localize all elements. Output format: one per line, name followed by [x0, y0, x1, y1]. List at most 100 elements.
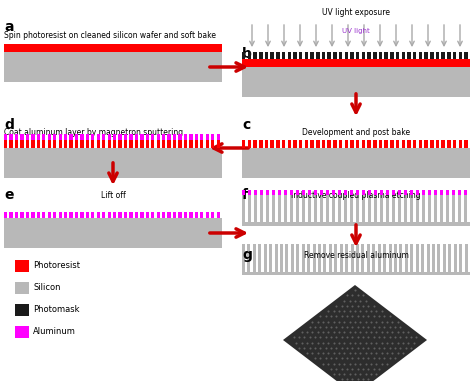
- Bar: [428, 190, 431, 222]
- Bar: [410, 244, 413, 272]
- Bar: [167, 212, 171, 218]
- Bar: [4, 148, 222, 178]
- Bar: [312, 244, 316, 272]
- Bar: [310, 140, 314, 148]
- Bar: [4, 140, 7, 148]
- Bar: [206, 212, 209, 218]
- Bar: [299, 52, 302, 59]
- Bar: [102, 140, 105, 148]
- Bar: [452, 190, 456, 222]
- Bar: [432, 244, 435, 272]
- Bar: [146, 134, 149, 140]
- Bar: [394, 244, 397, 272]
- Bar: [373, 52, 376, 59]
- Bar: [264, 244, 267, 272]
- Bar: [15, 282, 29, 294]
- Bar: [314, 190, 317, 195]
- Bar: [151, 212, 155, 218]
- Bar: [58, 140, 62, 148]
- Text: Development and post bake: Development and post bake: [302, 128, 410, 137]
- Text: UV light: UV light: [342, 28, 370, 34]
- Bar: [146, 212, 149, 218]
- Bar: [384, 140, 388, 148]
- Bar: [4, 218, 222, 248]
- Bar: [465, 140, 468, 148]
- Bar: [97, 212, 100, 218]
- Bar: [333, 52, 337, 59]
- Bar: [356, 190, 359, 195]
- Bar: [15, 212, 18, 218]
- Bar: [464, 190, 467, 195]
- Bar: [323, 244, 327, 272]
- Bar: [441, 140, 445, 148]
- Bar: [367, 244, 370, 272]
- Bar: [322, 52, 325, 59]
- Bar: [47, 140, 51, 148]
- Bar: [453, 140, 456, 148]
- Bar: [217, 134, 220, 140]
- Bar: [424, 140, 428, 148]
- Bar: [189, 140, 192, 148]
- Bar: [446, 190, 449, 222]
- Bar: [146, 140, 149, 148]
- Bar: [118, 134, 122, 140]
- Bar: [356, 140, 359, 148]
- Bar: [316, 52, 319, 59]
- Bar: [36, 140, 40, 148]
- Bar: [124, 134, 127, 140]
- Bar: [242, 140, 246, 148]
- Bar: [293, 140, 297, 148]
- Bar: [167, 140, 171, 148]
- Bar: [184, 134, 187, 140]
- Bar: [372, 244, 375, 272]
- Text: Silicon: Silicon: [33, 283, 61, 293]
- Bar: [338, 190, 341, 195]
- Bar: [47, 134, 51, 140]
- Bar: [284, 190, 287, 195]
- Bar: [91, 134, 94, 140]
- Bar: [178, 212, 182, 218]
- Bar: [4, 44, 222, 52]
- Bar: [184, 212, 187, 218]
- Bar: [278, 190, 281, 222]
- Bar: [291, 244, 294, 272]
- Bar: [413, 52, 417, 59]
- Bar: [339, 140, 342, 148]
- Bar: [334, 244, 337, 272]
- Bar: [135, 212, 138, 218]
- Bar: [242, 190, 246, 222]
- Bar: [407, 140, 410, 148]
- Bar: [296, 190, 299, 195]
- Bar: [178, 140, 182, 148]
- Bar: [265, 52, 268, 59]
- Bar: [167, 134, 171, 140]
- Bar: [320, 190, 323, 222]
- Bar: [274, 244, 278, 272]
- Bar: [4, 212, 7, 218]
- Bar: [379, 140, 382, 148]
- Bar: [26, 134, 29, 140]
- Text: Remove residual aluminum: Remove residual aluminum: [303, 251, 409, 260]
- Bar: [383, 244, 386, 272]
- Bar: [285, 244, 288, 272]
- Bar: [9, 134, 13, 140]
- Bar: [333, 140, 337, 148]
- Bar: [374, 190, 377, 195]
- Bar: [316, 140, 319, 148]
- Bar: [441, 52, 445, 59]
- Bar: [113, 140, 116, 148]
- Bar: [326, 190, 329, 222]
- Bar: [280, 244, 283, 272]
- Bar: [416, 244, 419, 272]
- Bar: [438, 244, 440, 272]
- Bar: [47, 212, 51, 218]
- Bar: [135, 134, 138, 140]
- Bar: [305, 140, 308, 148]
- Bar: [390, 52, 393, 59]
- Bar: [26, 212, 29, 218]
- Bar: [302, 190, 305, 222]
- Bar: [384, 52, 388, 59]
- Bar: [97, 134, 100, 140]
- Bar: [282, 140, 285, 148]
- Bar: [108, 212, 111, 218]
